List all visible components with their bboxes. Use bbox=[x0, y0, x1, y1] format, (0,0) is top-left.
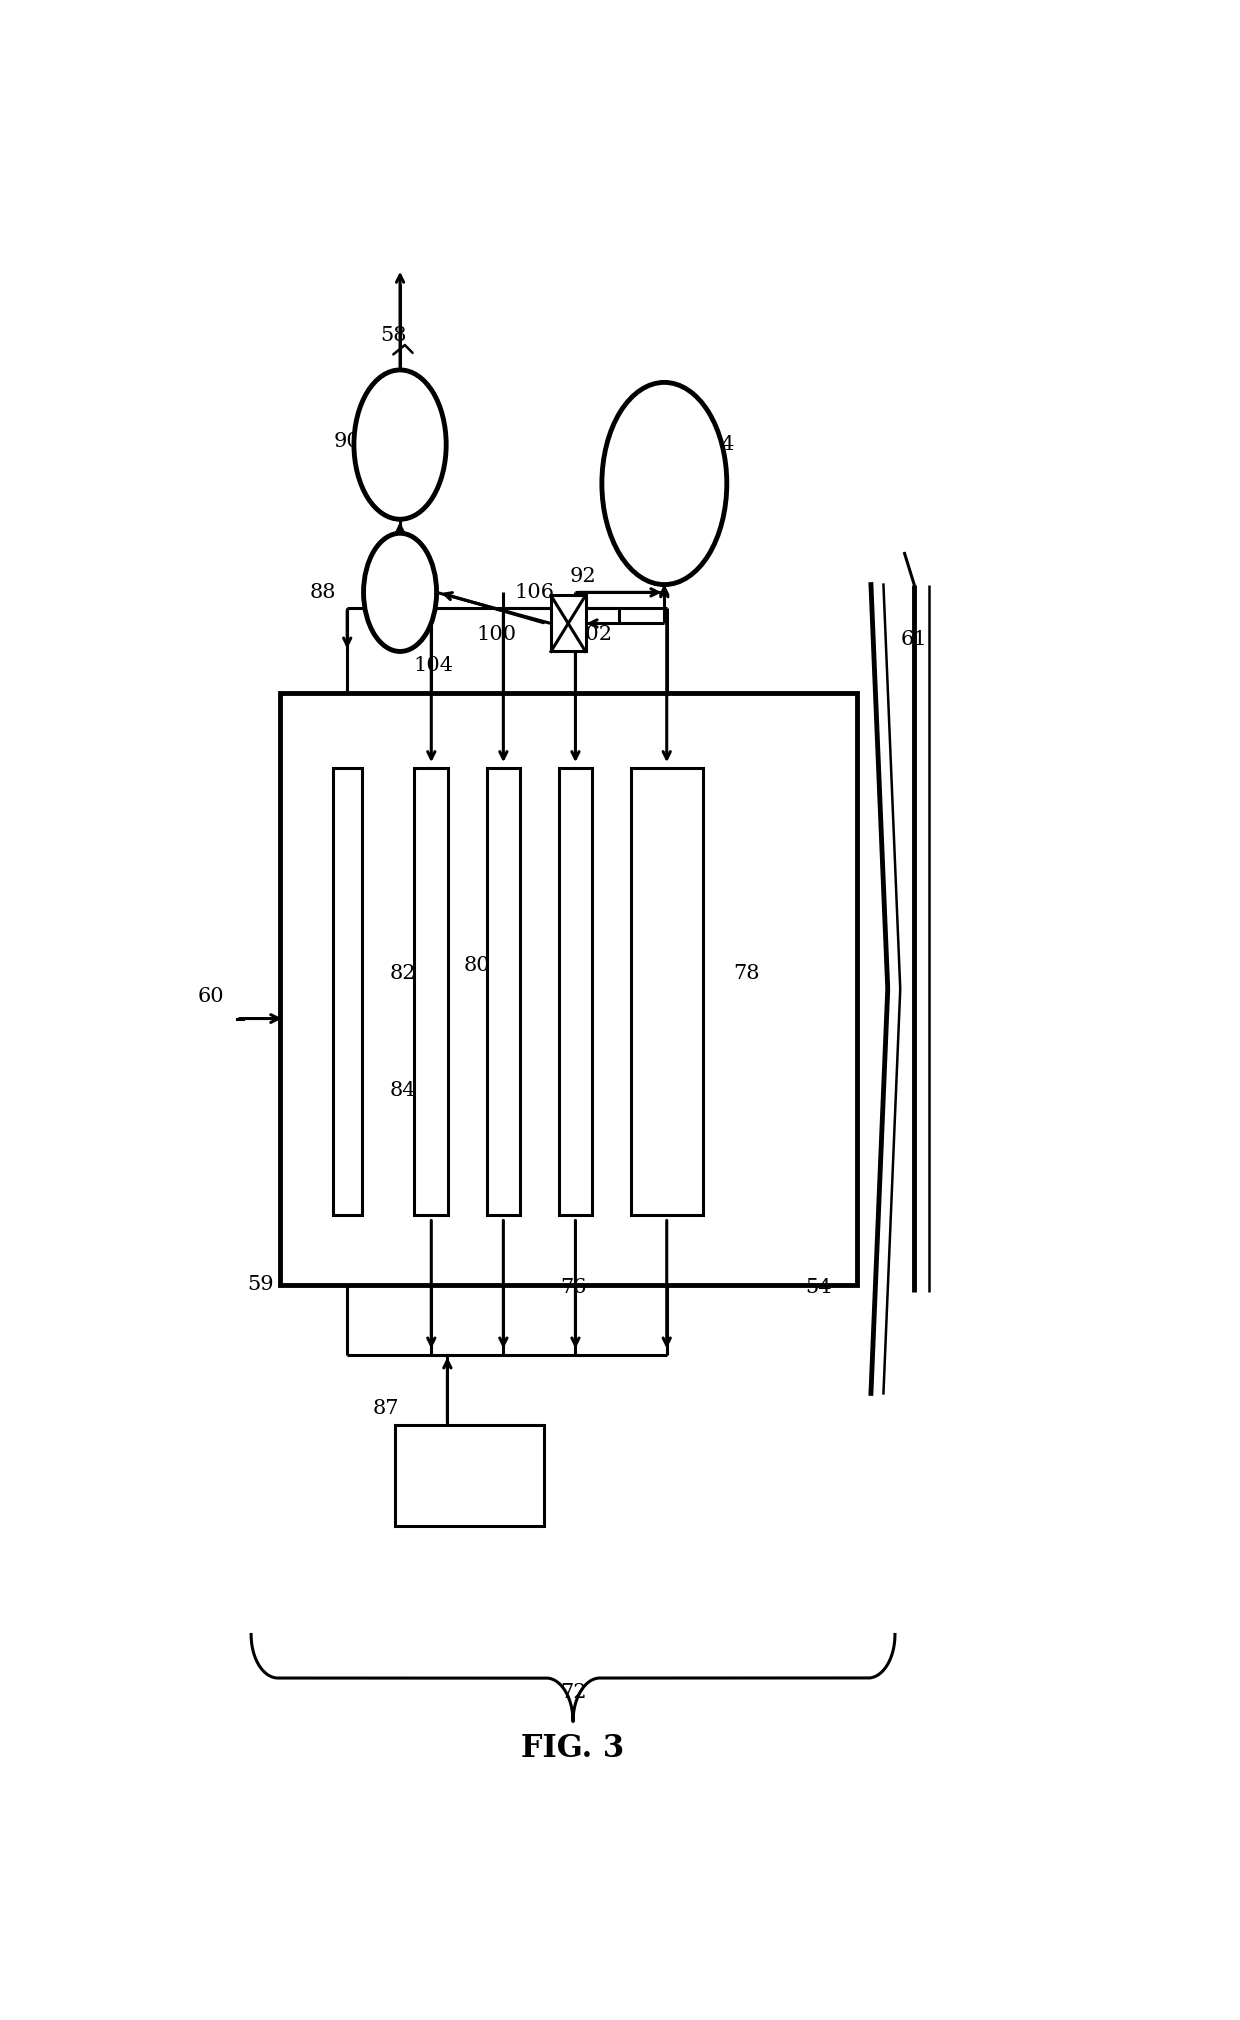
Text: 76: 76 bbox=[559, 1279, 587, 1297]
Text: 60: 60 bbox=[197, 988, 224, 1006]
Text: 80: 80 bbox=[464, 955, 490, 976]
Text: 78: 78 bbox=[733, 964, 759, 984]
Text: 106: 106 bbox=[515, 584, 554, 602]
Text: 104: 104 bbox=[414, 656, 454, 675]
Text: 72: 72 bbox=[559, 1683, 587, 1701]
Bar bbox=[631, 768, 703, 1214]
Bar bbox=[558, 768, 593, 1214]
Bar bbox=[332, 768, 362, 1214]
Text: 102: 102 bbox=[572, 624, 613, 644]
Circle shape bbox=[363, 533, 436, 652]
Circle shape bbox=[353, 370, 446, 519]
Text: 59: 59 bbox=[248, 1275, 274, 1295]
Text: 61: 61 bbox=[901, 630, 928, 648]
Text: 58: 58 bbox=[381, 325, 407, 345]
Text: 54: 54 bbox=[805, 1279, 831, 1297]
Text: 87: 87 bbox=[372, 1400, 399, 1418]
Bar bbox=[486, 768, 521, 1214]
Text: 100: 100 bbox=[476, 624, 516, 644]
Circle shape bbox=[601, 382, 727, 584]
Text: 92: 92 bbox=[569, 568, 596, 586]
Text: 86: 86 bbox=[512, 1477, 538, 1497]
Text: 82: 82 bbox=[389, 964, 417, 984]
Text: 74: 74 bbox=[709, 434, 735, 454]
Bar bbox=[396, 1424, 544, 1525]
Bar bbox=[414, 768, 448, 1214]
Text: 88: 88 bbox=[310, 584, 336, 602]
Text: FIG. 3: FIG. 3 bbox=[521, 1733, 625, 1763]
Bar bbox=[551, 596, 585, 652]
Text: 90: 90 bbox=[334, 432, 361, 450]
Text: 84: 84 bbox=[389, 1081, 417, 1099]
Bar bbox=[280, 693, 857, 1285]
